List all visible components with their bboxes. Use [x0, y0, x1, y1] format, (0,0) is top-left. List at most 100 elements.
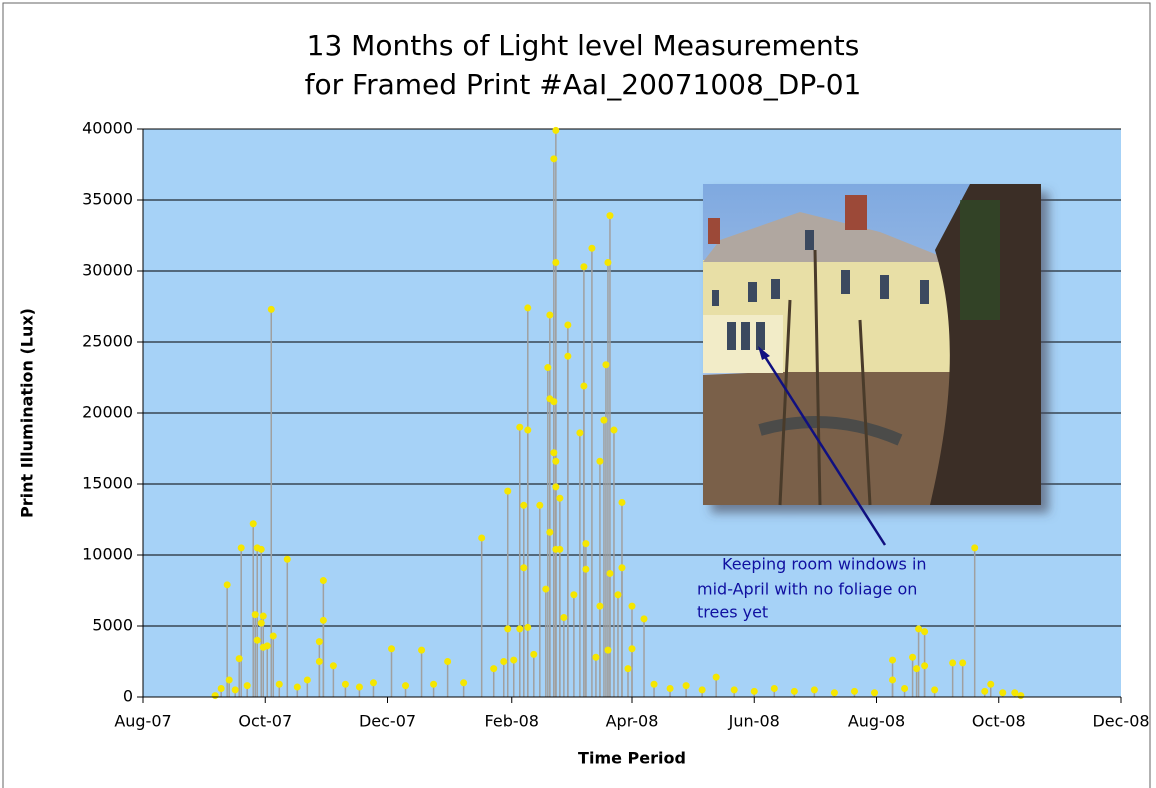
y-tick-label: 5000 [92, 616, 133, 635]
data-point [223, 581, 231, 589]
data-point [460, 679, 468, 687]
arrow-head [758, 346, 770, 360]
x-tick-label: Aug-08 [848, 712, 905, 731]
data-point [730, 686, 738, 694]
data-point [430, 680, 438, 688]
data-point [546, 311, 554, 319]
data-point [369, 679, 377, 687]
y-tick-label: 10000 [82, 545, 133, 564]
annotation: trees yet [697, 603, 768, 622]
data-point [889, 656, 897, 664]
data-point [790, 687, 798, 695]
data-point [570, 591, 578, 599]
data-point [552, 457, 560, 465]
data-point [588, 244, 596, 252]
data-point [303, 676, 311, 684]
x-axis-label: Time Period [578, 749, 686, 768]
annotation-arrow [760, 351, 887, 546]
data-point [600, 416, 608, 424]
data-point [524, 304, 532, 312]
data-point [550, 398, 558, 406]
data-point [319, 616, 327, 624]
data-point [544, 364, 552, 372]
data-point [830, 689, 838, 697]
data-point [606, 212, 614, 220]
data-point [596, 457, 604, 465]
data-point [560, 613, 568, 621]
data-point [341, 680, 349, 688]
data-point [580, 382, 588, 390]
data-point [355, 683, 363, 691]
data-point [712, 673, 720, 681]
x-tick-label: Jun-08 [728, 712, 780, 731]
data-point [959, 659, 967, 667]
data-point [628, 645, 636, 653]
data-point [640, 615, 648, 623]
data-point [650, 680, 658, 688]
data-point [582, 540, 590, 548]
data-point [889, 676, 897, 684]
data-point [231, 686, 239, 694]
data-point [624, 665, 632, 673]
data-point [257, 619, 265, 627]
data-point [542, 585, 550, 593]
data-point [921, 628, 929, 636]
data-point [580, 263, 588, 271]
data-point [550, 449, 558, 457]
data-point [592, 653, 600, 661]
data-point [243, 682, 251, 690]
data-point [999, 689, 1007, 697]
data-point [981, 687, 989, 695]
x-tick-label: Apr-08 [606, 712, 659, 731]
data-point [504, 487, 512, 495]
annotation: mid-April with no foliage on [697, 580, 917, 599]
data-point [971, 544, 979, 552]
data-point [666, 684, 674, 692]
data-point [582, 565, 590, 573]
data-point [263, 642, 271, 650]
data-point [750, 687, 758, 695]
data-point [520, 564, 528, 572]
data-point [217, 684, 225, 692]
photo [703, 184, 1041, 506]
data-point [315, 638, 323, 646]
data-point [225, 676, 233, 684]
data-point [536, 501, 544, 509]
data-point [931, 686, 939, 694]
x-tick-label: Oct-08 [972, 712, 1026, 731]
y-tick-label: 20000 [82, 403, 133, 422]
data-point [269, 632, 277, 640]
data-point [682, 682, 690, 690]
data-point [606, 569, 614, 577]
data-point [253, 636, 261, 644]
y-tick-label: 0 [123, 687, 133, 706]
data-point [516, 423, 524, 431]
data-point [504, 625, 512, 633]
data-point [909, 653, 917, 661]
data-point [319, 577, 327, 585]
data-point [604, 258, 612, 266]
data-point [602, 361, 610, 369]
data-point [850, 687, 858, 695]
data-point [810, 686, 818, 694]
data-point [576, 429, 584, 437]
data-point [552, 258, 560, 266]
data-point [610, 426, 618, 434]
data-point [478, 534, 486, 542]
y-tick-label: 40000 [82, 119, 133, 138]
data-point [444, 658, 452, 665]
data-point [275, 680, 283, 688]
data-point [552, 126, 560, 134]
data-point [237, 544, 245, 552]
data-point [516, 625, 524, 633]
data-point [267, 305, 275, 313]
data-point [604, 646, 612, 654]
data-point [698, 686, 706, 694]
data-point [552, 483, 560, 491]
data-point [987, 680, 995, 688]
data-point [520, 501, 528, 509]
data-point [524, 426, 532, 434]
data-point [564, 321, 572, 329]
data-point [211, 692, 219, 700]
